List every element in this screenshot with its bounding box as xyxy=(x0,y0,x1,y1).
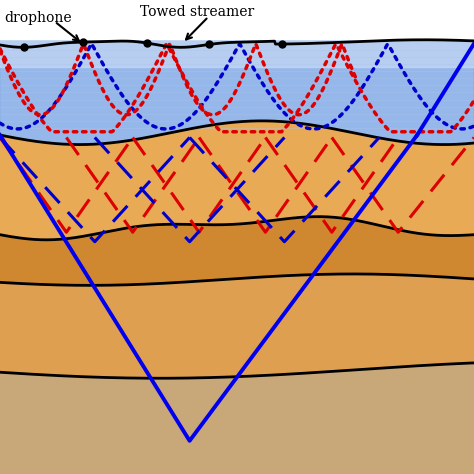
Text: drophone: drophone xyxy=(5,11,73,25)
Text: Towed streamer: Towed streamer xyxy=(140,5,254,19)
